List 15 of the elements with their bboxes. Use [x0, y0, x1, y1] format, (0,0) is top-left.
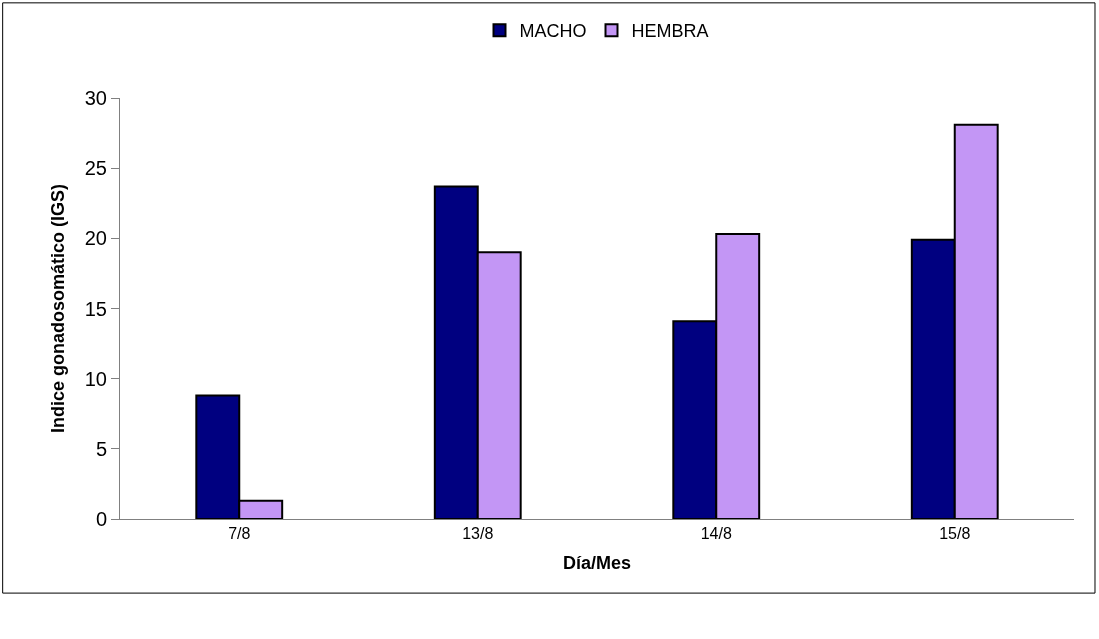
y-tick-label: 0 — [95, 508, 107, 530]
x-tick-label: 13/8 — [462, 525, 494, 543]
legend-label: MACHO — [519, 21, 587, 42]
y-tick-label: 25 — [84, 157, 107, 180]
y-tick-label: 5 — [95, 437, 107, 460]
x-tick-label: 7/8 — [228, 525, 251, 543]
y-tick-label: 10 — [84, 367, 107, 390]
x-tick-label: 14/8 — [700, 525, 732, 543]
y-axis-title: Indice gonadosomático (IGS) — [47, 183, 68, 434]
x-axis-title: Día/Mes — [562, 553, 632, 574]
y-tick-label: 15 — [84, 297, 107, 320]
y-tick-label: 30 — [84, 87, 107, 109]
x-tick-label: 15/8 — [939, 525, 971, 543]
legend-label: HEMBRA — [631, 21, 709, 42]
y-tick-label: 20 — [84, 227, 107, 250]
